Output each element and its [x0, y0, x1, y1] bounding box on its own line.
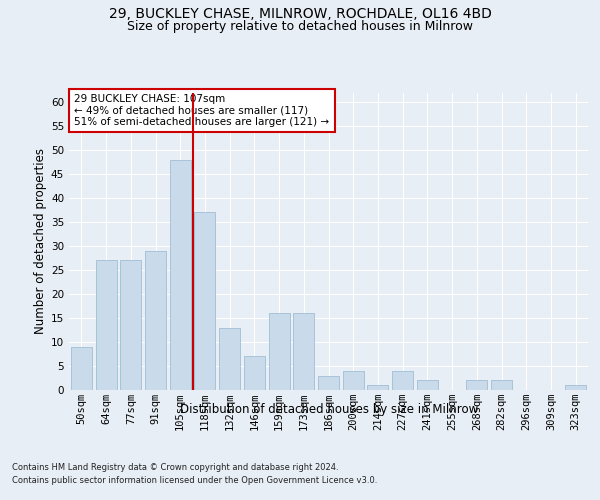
Bar [343, 371, 364, 390]
Text: Size of property relative to detached houses in Milnrow: Size of property relative to detached ho… [127, 20, 473, 33]
Bar [293, 313, 314, 390]
Bar [565, 385, 586, 390]
Bar [145, 251, 166, 390]
Bar [417, 380, 438, 390]
Text: 29 BUCKLEY CHASE: 107sqm
← 49% of detached houses are smaller (117)
51% of semi-: 29 BUCKLEY CHASE: 107sqm ← 49% of detach… [74, 94, 329, 127]
Text: Contains HM Land Registry data © Crown copyright and database right 2024.: Contains HM Land Registry data © Crown c… [12, 462, 338, 471]
Bar [194, 212, 215, 390]
Bar [491, 380, 512, 390]
Bar [71, 347, 92, 390]
Bar [170, 160, 191, 390]
Text: 29, BUCKLEY CHASE, MILNROW, ROCHDALE, OL16 4BD: 29, BUCKLEY CHASE, MILNROW, ROCHDALE, OL… [109, 8, 491, 22]
Text: Distribution of detached houses by size in Milnrow: Distribution of detached houses by size … [179, 402, 478, 415]
Bar [466, 380, 487, 390]
Text: Contains public sector information licensed under the Open Government Licence v3: Contains public sector information licen… [12, 476, 377, 485]
Bar [367, 385, 388, 390]
Bar [120, 260, 141, 390]
Bar [269, 313, 290, 390]
Bar [318, 376, 339, 390]
Bar [392, 371, 413, 390]
Y-axis label: Number of detached properties: Number of detached properties [34, 148, 47, 334]
Bar [219, 328, 240, 390]
Bar [95, 260, 116, 390]
Bar [244, 356, 265, 390]
